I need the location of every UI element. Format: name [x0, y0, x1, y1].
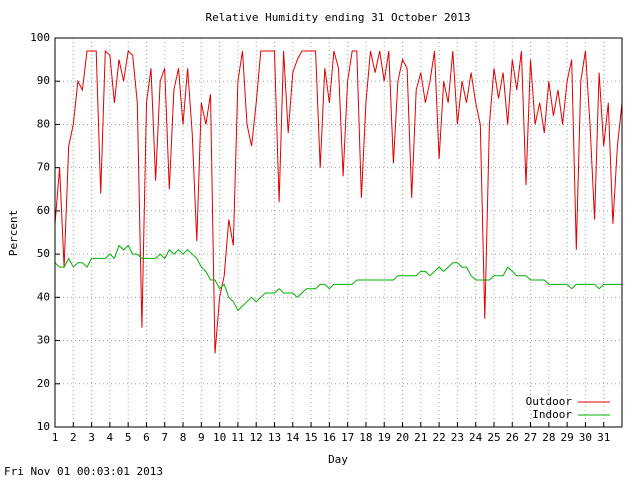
x-tick-label: 11 [231, 431, 244, 444]
x-tick-label: 23 [451, 431, 464, 444]
x-tick-label: 6 [143, 431, 150, 444]
x-tick-label: 8 [180, 431, 187, 444]
x-tick-label: 24 [469, 431, 483, 444]
x-tick-label: 27 [524, 431, 537, 444]
x-tick-label: 20 [396, 431, 409, 444]
legend-label: Outdoor [526, 395, 573, 408]
x-tick-label: 1 [52, 431, 59, 444]
y-tick-label: 90 [37, 74, 50, 87]
x-tick-label: 28 [542, 431, 555, 444]
y-axis-label: Percent [7, 210, 20, 256]
data-line [54, 49, 623, 354]
x-tick-label: 22 [432, 431, 445, 444]
x-tick-label: 5 [125, 431, 132, 444]
y-tick-label: 30 [37, 334, 50, 347]
legend-label: Indoor [532, 408, 572, 421]
footer: Fri Nov 01 00:03:01 2013 [4, 465, 163, 478]
x-tick-label: 18 [359, 431, 372, 444]
x-tick-label: 31 [597, 431, 610, 444]
x-tick-label: 12 [250, 431, 263, 444]
y-tick-label: 20 [37, 377, 50, 390]
x-tick-label: 29 [561, 431, 574, 444]
x-tick-label: 21 [414, 431, 427, 444]
x-tick-label: 16 [323, 431, 336, 444]
y-tick-label: 70 [37, 161, 50, 174]
x-tick-label: 15 [304, 431, 317, 444]
x-tick-label: 26 [506, 431, 519, 444]
y-tick-label: 50 [37, 247, 50, 260]
x-tick-label: 19 [378, 431, 391, 444]
y-tick-label: 60 [37, 204, 50, 217]
x-axis-label: Day [328, 453, 348, 466]
x-tick-label: 10 [213, 431, 226, 444]
data-line [54, 244, 622, 312]
x-tick-label: 17 [341, 431, 354, 444]
x-tick-label: 13 [268, 431, 281, 444]
y-tick-label: 10 [37, 420, 50, 433]
y-tick-label: 100 [30, 31, 50, 44]
y-tick-label: 40 [37, 290, 50, 303]
chart-title: Relative Humidity ending 31 October 2013 [206, 11, 471, 24]
x-tick-label: 9 [198, 431, 205, 444]
x-tick-label: 30 [579, 431, 592, 444]
x-tick-label: 2 [70, 431, 77, 444]
x-tick-label: 14 [286, 431, 300, 444]
y-tick-label: 80 [37, 117, 50, 130]
plot-frame [54, 37, 623, 428]
x-tick-label: 4 [107, 431, 114, 444]
x-tick-label: 25 [487, 431, 500, 444]
x-tick-label: 7 [161, 431, 168, 444]
x-tick-label: 3 [88, 431, 95, 444]
